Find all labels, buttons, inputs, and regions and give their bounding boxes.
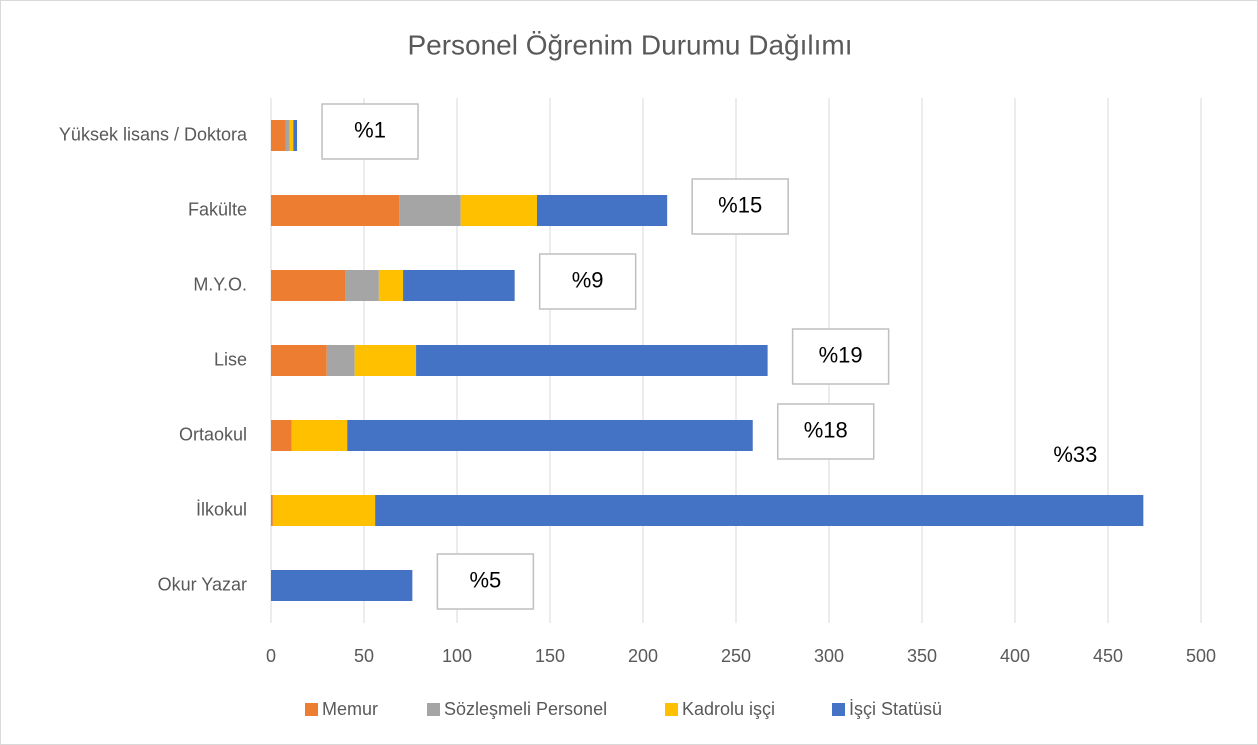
chart-title: Personel Öğrenim Durumu Dağılımı: [407, 29, 852, 60]
y-tick-label: Lise: [214, 349, 247, 369]
bar-segment: [345, 270, 379, 301]
annotation-box: [776, 403, 875, 460]
bar-segment: [271, 495, 273, 526]
legend-label: Kadrolu işçi: [682, 699, 775, 719]
annotation: %18: [804, 417, 848, 442]
bar-segment: [403, 270, 515, 301]
bar-segment: [399, 195, 461, 226]
bar-segment: [536, 195, 668, 226]
y-tick-label: İlkokul: [196, 499, 247, 519]
x-tick-label: 100: [442, 646, 472, 666]
x-tick-label: 200: [628, 646, 658, 666]
x-tick-label: 50: [354, 646, 374, 666]
bar-segment: [416, 345, 768, 376]
bar-segment: [293, 120, 298, 151]
annotation: %5: [469, 567, 501, 592]
annotation: %33: [1053, 442, 1097, 467]
bar-segment: [460, 195, 537, 226]
bar-segment: [271, 195, 400, 226]
annotation-box: [791, 328, 890, 385]
y-tick-label: Fakülte: [188, 199, 247, 219]
bar-segment: [271, 345, 327, 376]
y-tick-label: Okur Yazar: [158, 574, 247, 594]
bar-segment: [271, 120, 286, 151]
y-tick-label: Ortaokul: [179, 424, 247, 444]
x-tick-label: 450: [1093, 646, 1123, 666]
bar-segment: [271, 420, 292, 451]
x-tick-label: 350: [907, 646, 937, 666]
annotation-box: [691, 178, 789, 235]
legend-swatch: [427, 703, 440, 716]
annotation: %9: [572, 267, 604, 292]
annotation: %1: [354, 117, 386, 142]
legend-swatch: [832, 703, 845, 716]
annotation-box: [436, 553, 535, 610]
legend-label: Memur: [322, 699, 378, 719]
annotation: %19: [819, 342, 863, 367]
bar-segment: [354, 345, 417, 376]
y-tick-label: M.Y.O.: [193, 274, 247, 294]
x-tick-label: 500: [1186, 646, 1216, 666]
annotation-box: [321, 103, 419, 160]
bar-segment: [272, 495, 376, 526]
bar-segment: [289, 120, 294, 151]
x-tick-label: 0: [266, 646, 276, 666]
legend-swatch: [665, 703, 678, 716]
bar-segment: [271, 570, 413, 601]
bar-segment: [326, 345, 355, 376]
y-tick-label: Yüksek lisans / Doktora: [59, 124, 248, 144]
x-tick-label: 150: [535, 646, 565, 666]
annotation-box: [538, 253, 637, 310]
bar-segment: [285, 120, 290, 151]
bar-segment: [271, 270, 346, 301]
x-tick-label: 250: [721, 646, 751, 666]
bar-segment: [347, 420, 753, 451]
bar-segment: [375, 495, 1144, 526]
x-tick-label: 300: [814, 646, 844, 666]
legend-label: Sözleşmeli Personel: [444, 699, 607, 719]
bar-segment: [378, 270, 404, 301]
annotation: %15: [718, 192, 762, 217]
bar-segment: [291, 420, 348, 451]
legend-label: İşçi Statüsü: [849, 699, 942, 719]
x-tick-label: 400: [1000, 646, 1030, 666]
legend-swatch: [305, 703, 318, 716]
